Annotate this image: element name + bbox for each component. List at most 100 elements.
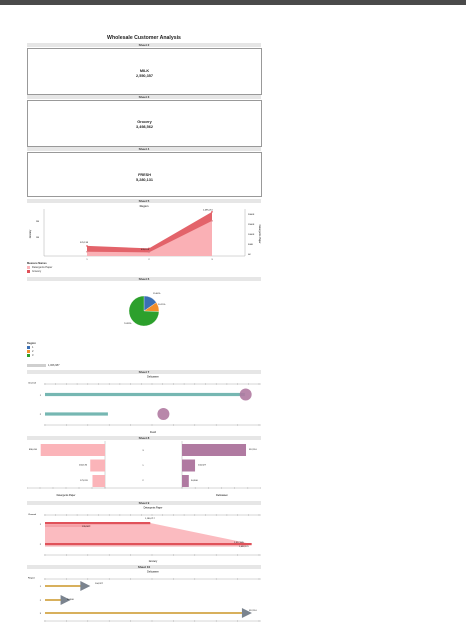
grocery-label: Grocery <box>137 120 152 124</box>
legend-item[interactable]: 1 <box>32 346 34 349</box>
grocery-point <box>86 245 88 247</box>
top-bar <box>0 0 466 5</box>
milk-value: 2,550,357 <box>136 74 153 78</box>
sheet-3-header: Sheet 3 <box>27 95 261 99</box>
size-legend-bar <box>27 364 46 367</box>
value-label: 512,110 <box>249 449 258 451</box>
category-label: 3 <box>142 450 144 452</box>
value-label: 204,136 <box>79 465 88 467</box>
pie-label: 15.46% <box>153 293 160 295</box>
grocery-value: 3,498,562 <box>136 125 153 129</box>
pie-label: 74.39% <box>124 323 131 325</box>
detergents-paper-bar <box>90 459 105 472</box>
value-label: 2,317,845 <box>234 542 245 544</box>
detergents-paper-swatch <box>27 266 30 269</box>
category-label: 2 <box>40 600 42 602</box>
x-tick-label: 3 <box>211 259 213 261</box>
y-axis-right-label: Detergents Paper <box>258 225 261 244</box>
data-label: 433,974 <box>141 249 150 251</box>
delicassen-bar <box>45 585 87 587</box>
grocery-bar <box>45 522 151 525</box>
value-label: 512,110 <box>249 610 258 612</box>
delicassen-mark <box>157 408 170 420</box>
detergents-paper-bar <box>92 475 105 487</box>
value-label: 1,180,717 <box>145 518 156 520</box>
delicassen-bar <box>45 599 67 601</box>
milk-kpi-card[interactable]: MILK 2,550,357 <box>27 48 262 95</box>
sheet-5-header: Sheet 5 <box>27 199 261 203</box>
x-tick-label: 1 <box>86 259 88 261</box>
right-tick-label: 0K <box>248 254 251 256</box>
delicassen-mark <box>239 388 252 401</box>
right-tick-label: 1000K <box>248 234 255 236</box>
left-axis-title: Detergents Paper <box>57 494 76 497</box>
grocery-kpi-card[interactable]: Grocery 3,498,562 <box>27 100 262 147</box>
channel-grocery-detergents-chart[interactable]: Detergents Paper Channel 1 2 1,180,717 2… <box>27 506 261 564</box>
top-axis-title: Delicassen <box>147 376 159 379</box>
row-header: Channel <box>28 383 37 385</box>
region-pie-chart[interactable]: 15.46% 10.15% 74.39% <box>27 283 261 339</box>
x-tick-label: 2 <box>148 259 150 261</box>
left-tick-label: 2M <box>36 221 39 223</box>
grocery-bar <box>45 543 252 546</box>
fresh-bar <box>45 392 245 397</box>
value-label: 173,311 <box>80 480 89 482</box>
legend-title: Region <box>27 342 36 345</box>
detergents-paper-area <box>87 220 212 256</box>
region-detergents-delicassen-chart[interactable]: 3 1 2 890,410 204,136 173,311 512,110 10… <box>27 441 261 499</box>
detergents-paper-point <box>148 251 150 254</box>
top-axis-title: Delicassen <box>147 571 159 574</box>
delicassen-bar <box>182 475 189 487</box>
page-title: Wholesale Customer Analysis <box>107 35 181 41</box>
channel-fresh-delicassen-chart[interactable]: Delicassen Channel 1 2 Fresh <box>27 375 261 435</box>
category-label: 2 <box>142 480 144 482</box>
y-axis-left-label: Grocery <box>29 229 32 238</box>
category-label: 2 <box>40 544 42 546</box>
fresh-label: FRESH <box>138 173 151 177</box>
region-2-swatch <box>27 350 30 353</box>
sheet-10-header: Sheet 10 <box>27 565 261 569</box>
value-label: 104,327 <box>198 465 207 467</box>
delicassen-bar <box>45 612 248 614</box>
detergents-paper-bar <box>40 444 105 456</box>
detergents-paper-point <box>86 250 88 253</box>
sheet-7-header: Sheet 7 <box>27 370 261 374</box>
region-3-swatch <box>27 354 30 357</box>
category-label: 3 <box>40 613 42 615</box>
data-label: 570,138 <box>80 242 89 244</box>
value-label: 54,506 <box>67 599 74 601</box>
right-tick-label: 1500K <box>248 224 255 226</box>
size-legend-label: 1,006,687 <box>48 364 60 367</box>
value-label: 54,506 <box>191 480 198 482</box>
grocery-area <box>45 523 252 544</box>
legend-item[interactable]: Grocery <box>32 270 42 273</box>
sheet-4-header: Sheet 4 <box>27 147 261 151</box>
fresh-bar <box>45 412 108 416</box>
legend-item[interactable]: Detergents Paper <box>32 266 53 269</box>
left-tick-label: 1M <box>36 237 39 239</box>
delicassen-bar <box>182 444 247 456</box>
right-tick-label: 2000K <box>248 214 255 216</box>
value-label: 104,327 <box>95 583 104 585</box>
bottom-axis-title: Fresh <box>150 431 157 434</box>
region-delicassen-chart[interactable]: Delicassen Region 1 2 3 104,327 54,506 5… <box>27 570 261 626</box>
bottom-axis-title: Grocery <box>149 560 158 563</box>
legend-item[interactable]: 2 <box>32 350 34 353</box>
right-axis-title: Delicassen <box>216 494 228 497</box>
legend-item[interactable]: 3 <box>32 354 34 357</box>
sheet-8-header: Sheet 8 <box>27 436 261 440</box>
grocery-point <box>148 247 150 250</box>
legend-title: Measure Names <box>27 262 47 265</box>
milk-label: MILK <box>139 69 150 73</box>
fresh-value: 5,280,131 <box>136 178 153 182</box>
row-header: Region <box>28 578 36 580</box>
region-1-swatch <box>27 346 30 349</box>
sheet-9-header: Sheet 9 <box>27 501 261 505</box>
delicassen-marker <box>80 581 91 591</box>
category-label: 1 <box>142 465 144 467</box>
region-area-chart[interactable]: Region Grocery Detergents Paper 2M 1M 20… <box>27 204 261 262</box>
sheet-6-header: Sheet 6 <box>27 277 261 281</box>
value-label: 890,410 <box>29 449 38 451</box>
category-label: 2 <box>40 414 42 416</box>
fresh-kpi-card[interactable]: FRESH 5,280,131 <box>27 152 262 197</box>
